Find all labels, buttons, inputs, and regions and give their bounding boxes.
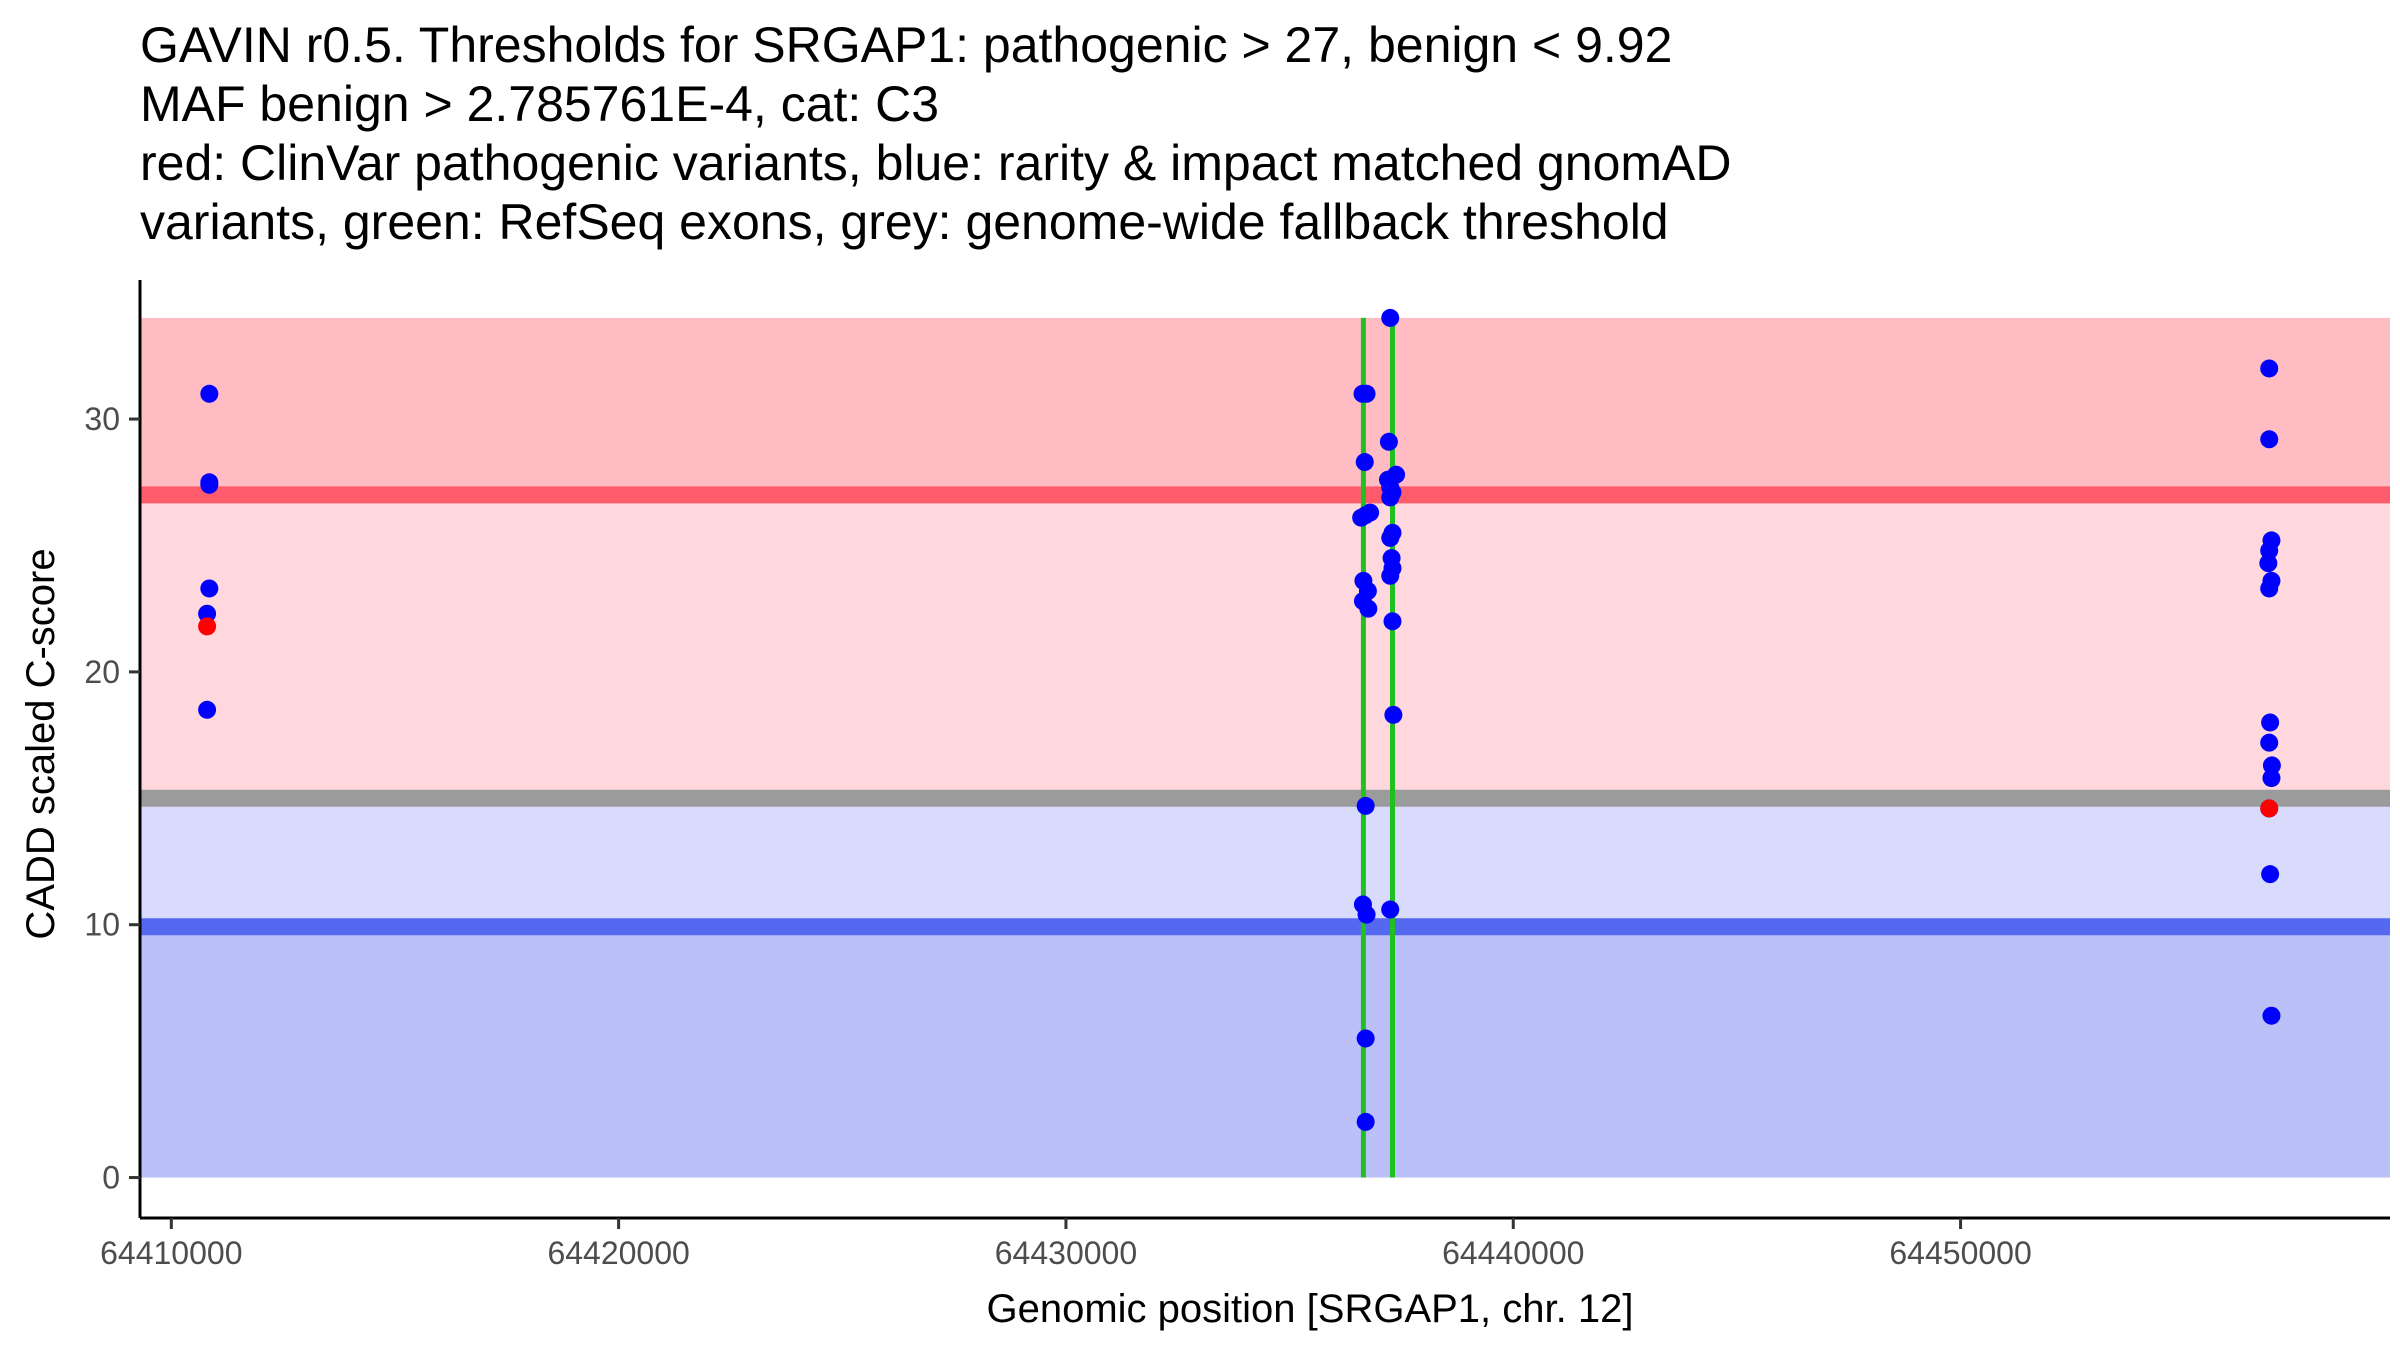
benign-zone-low [140,926,2390,1178]
title-line: red: ClinVar pathogenic variants, blue: … [140,135,1731,191]
chart-title: GAVIN r0.5. Thresholds for SRGAP1: patho… [140,17,1731,250]
x-tick-label: 64420000 [547,1235,689,1271]
gnomad-point [1379,432,1398,451]
gnomad-point [1356,796,1375,815]
x-tick-label: 64410000 [100,1235,242,1271]
x-tick-label: 64440000 [1442,1235,1584,1271]
x-axis-ticks: 64410000 64420000 64430000 64440000 64450000 [100,1218,2032,1271]
gnomad-point [1356,1029,1375,1048]
gnomad-point [1381,566,1400,585]
gnomad-point [1381,488,1400,507]
gnomad-point [2259,554,2278,573]
clinvar-point [2260,799,2279,818]
gnomad-point [2260,579,2279,598]
gnomad-point [1357,384,1376,403]
gnomad-point [198,700,217,719]
benign-zone-high [140,798,2390,927]
y-axis-ticks: 0 10 20 30 [84,401,140,1196]
gnomad-point [2262,1006,2281,1025]
gnomad-point [2262,769,2281,788]
x-tick-label: 64430000 [995,1235,1137,1271]
gnomad-point [1359,599,1378,618]
y-tick-label: 10 [84,907,120,943]
gnomad-point [2261,865,2280,884]
gnomad-point [2260,430,2279,449]
gnomad-point [2260,733,2279,752]
y-tick-label: 0 [102,1160,120,1196]
gnomad-point [1356,1112,1375,1131]
gnomad-point [1381,528,1400,547]
gnomad-point [2261,713,2280,732]
gnomad-point [1381,900,1400,919]
title-line: variants, green: RefSeq exons, grey: gen… [140,194,1669,250]
gnomad-point [200,579,219,598]
y-axis-title: CADD scaled C-score [19,548,63,939]
gnomad-point [1383,612,1402,631]
gnomad-point [1384,705,1403,724]
gnomad-point [200,475,219,494]
gnomad-point [1381,308,1400,327]
axes [138,280,2390,1220]
clinvar-point [198,617,217,636]
gnomad-point [198,604,217,623]
fallback-pathogenic-zone [140,494,2390,799]
y-tick-label: 30 [84,401,120,437]
gnomad-point [2262,756,2281,775]
title-line: MAF benign > 2.785761E-4, cat: C3 [140,76,939,132]
gnomad-point [1357,905,1376,924]
pathogenic-zone [140,317,2390,495]
x-axis-title: Genomic position [SRGAP1, chr. 12] [987,1287,1634,1331]
title-line: GAVIN r0.5. Thresholds for SRGAP1: patho… [140,17,1672,73]
variant-points [198,308,2281,1131]
y-tick-label: 20 [84,654,120,690]
gnomad-point [2260,359,2279,378]
threshold-lines [140,486,2390,936]
x-tick-label: 64450000 [1889,1235,2031,1271]
gnomad-point [1361,503,1380,522]
gnomad-point [200,384,219,403]
threshold-bands [140,317,2390,1178]
gnomad-point [1355,453,1374,472]
